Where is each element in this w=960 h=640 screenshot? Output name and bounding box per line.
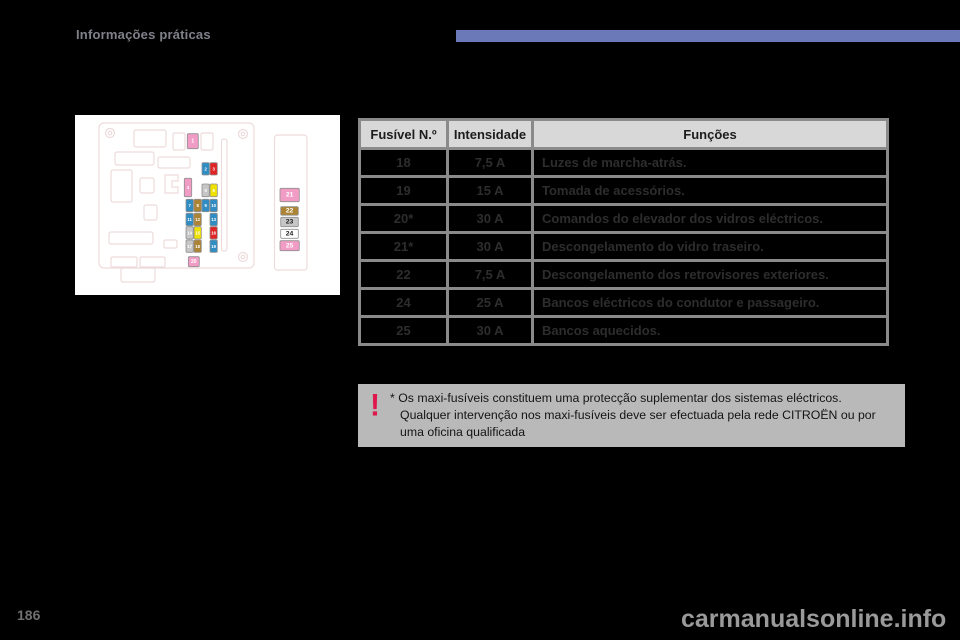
fuse-number: 21* — [358, 231, 449, 262]
fuse-12 — [193, 212, 202, 227]
table-row: 19 15 A Tomada de acessórios. — [358, 175, 889, 206]
col-header-amp: Intensidade — [446, 118, 534, 150]
fuse-18 — [193, 239, 202, 253]
fuse-label: 17 — [187, 244, 192, 249]
fuse-label: 5 — [204, 188, 207, 193]
fuse-table-header: Fusível N.º Intensidade Funções — [358, 118, 889, 150]
fuse-20 — [187, 256, 200, 268]
fuse-1 — [186, 133, 199, 150]
note-line: uma oficina qualificada — [400, 425, 526, 439]
fuse-amp: 25 A — [446, 287, 534, 318]
table-row: 25 30 A Bancos aquecidos. — [358, 315, 889, 346]
fuse-amp: 30 A — [446, 231, 534, 262]
fuse-9 — [201, 198, 210, 213]
fuse-amp: 30 A — [446, 315, 534, 346]
fuse-function: Tomada de acessórios. — [531, 175, 889, 206]
fuse-11 — [185, 212, 194, 227]
fuse-16 — [209, 226, 218, 240]
table-row: 22 7,5 A Descongelamento dos retrovisore… — [358, 259, 889, 290]
fuse-label: 11 — [187, 217, 192, 222]
page-number: 186 — [17, 607, 41, 623]
fuse-amp: 30 A — [446, 203, 534, 234]
fuse-15 — [193, 226, 202, 240]
fuse-function: Comandos do elevador dos vidros eléctric… — [531, 203, 889, 234]
fuse-label: 13 — [211, 217, 216, 222]
col-header-func: Funções — [531, 118, 889, 150]
note-line: * Os maxi-fusíveis constituem uma protec… — [390, 391, 842, 405]
fuse-label: 24 — [286, 231, 294, 238]
fuse-function: Bancos eléctricos do condutor e passagei… — [531, 287, 889, 318]
fuse-table: Fusível N.º Intensidade Funções 18 7,5 A… — [358, 118, 889, 346]
fuse-number: 24 — [358, 287, 449, 318]
fuse-label: 2 — [204, 167, 207, 172]
fusebox-outline — [98, 122, 308, 283]
fuse-7 — [185, 198, 194, 213]
fuse-19 — [209, 239, 218, 253]
fuse-21 — [279, 187, 300, 203]
fuse-label: 25 — [286, 242, 294, 249]
fuse-23 — [280, 216, 299, 228]
fuse-10 — [209, 198, 218, 213]
fusebox-diagram: 1 2 3 4 5 6 7 8 9 10 11 12 13 14 15 16 17 18 19 20 21 22 23 24 2… — [75, 115, 340, 295]
header-accent-bar — [456, 30, 960, 42]
fuse-3 — [209, 162, 218, 176]
fuse-number: 22 — [358, 259, 449, 290]
fuse-label: 21 — [286, 192, 294, 199]
col-header-fuse: Fusível N.º — [358, 118, 449, 150]
exclamation-icon: ! — [370, 388, 380, 423]
fuse-label: 9 — [204, 203, 207, 208]
warning-note: ! * Os maxi-fusíveis constituem uma prot… — [358, 384, 905, 447]
fuse-function: Luzes de marcha-atrás. — [531, 147, 889, 178]
fuse-2 — [201, 162, 210, 176]
fuse-amp: 7,5 A — [446, 259, 534, 290]
table-row: 20* 30 A Comandos do elevador dos vidros… — [358, 203, 889, 234]
fuse-function: Bancos aquecidos. — [531, 315, 889, 346]
fuse-number: 25 — [358, 315, 449, 346]
warning-note-text: * Os maxi-fusíveis constituem uma protec… — [390, 390, 876, 441]
fuse-label: 4 — [187, 185, 190, 190]
fuse-label: 15 — [195, 231, 200, 236]
fuse-label: 3 — [212, 167, 215, 172]
fuse-number: 18 — [358, 147, 449, 178]
section-title: Informações práticas — [76, 27, 211, 42]
fuse-5 — [201, 183, 210, 198]
fuse-22 — [280, 206, 299, 216]
fuse-amp: 7,5 A — [446, 147, 534, 178]
fuse-function: Descongelamento do vidro traseiro. — [531, 231, 889, 262]
fuse-14 — [185, 226, 194, 240]
fuse-number: 19 — [358, 175, 449, 206]
table-row: 21* 30 A Descongelamento do vidro trasei… — [358, 231, 889, 262]
fuse-24 — [280, 228, 299, 239]
fuse-17 — [185, 239, 194, 253]
fuse-amp: 15 A — [446, 175, 534, 206]
fuse-label: 7 — [188, 203, 191, 208]
fuse-function: Descongelamento dos retrovisores exterio… — [531, 259, 889, 290]
fuse-13 — [209, 212, 218, 227]
fuse-label: 1 — [191, 138, 194, 144]
table-row: 24 25 A Bancos eléctricos do condutor e … — [358, 287, 889, 318]
fuse-label: 16 — [211, 231, 216, 236]
fuse-label: 23 — [286, 219, 294, 226]
note-line: Qualquer intervenção nos maxi-fusíveis d… — [400, 408, 876, 422]
fuse-label: 20 — [191, 259, 197, 265]
fuse-label: 19 — [211, 244, 216, 249]
fuse-label: 14 — [187, 231, 192, 236]
fuse-number: 20* — [358, 203, 449, 234]
fuse-8 — [193, 198, 202, 213]
fuse-label: 8 — [196, 203, 199, 208]
fuse-label: 22 — [286, 208, 294, 215]
table-row: 18 7,5 A Luzes de marcha-atrás. — [358, 147, 889, 178]
fuse-label: 12 — [195, 217, 200, 222]
fuse-label: 18 — [195, 244, 200, 249]
watermark: carmanualsonline.info — [681, 605, 947, 633]
fuse-6 — [209, 183, 218, 198]
fuse-4 — [183, 177, 193, 198]
fuse-label: 10 — [211, 203, 216, 208]
fuse-25 — [279, 240, 300, 252]
fuse-label: 6 — [212, 188, 215, 193]
